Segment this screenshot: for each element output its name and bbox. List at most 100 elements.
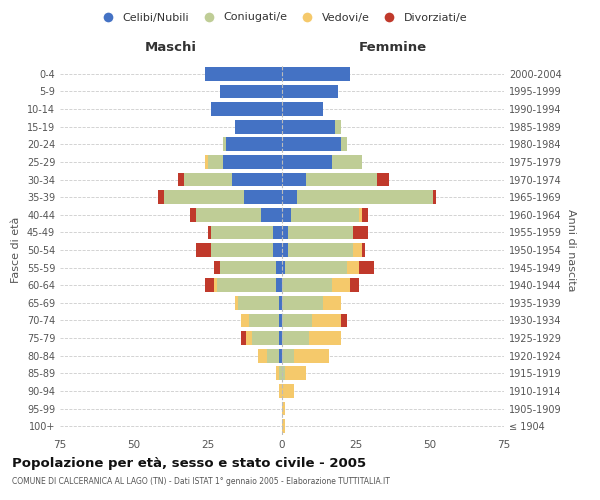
Bar bbox=[353, 243, 362, 257]
Bar bbox=[223, 138, 226, 151]
Bar bbox=[282, 120, 335, 134]
Bar bbox=[267, 349, 279, 362]
Bar bbox=[353, 226, 368, 239]
Bar bbox=[276, 366, 279, 380]
Bar bbox=[282, 384, 294, 398]
Bar bbox=[205, 155, 208, 169]
Bar bbox=[282, 155, 332, 169]
Bar bbox=[208, 155, 223, 169]
Bar bbox=[341, 314, 347, 328]
Bar bbox=[253, 331, 279, 345]
Text: Femmine: Femmine bbox=[359, 42, 427, 54]
Bar bbox=[282, 102, 323, 116]
Bar bbox=[282, 296, 323, 310]
Bar bbox=[282, 190, 297, 204]
Bar bbox=[223, 155, 282, 169]
Bar bbox=[164, 190, 244, 204]
Bar bbox=[244, 190, 282, 204]
Bar bbox=[211, 243, 273, 257]
Bar bbox=[211, 102, 282, 116]
Bar bbox=[238, 296, 279, 310]
Bar bbox=[294, 349, 329, 362]
Bar bbox=[276, 260, 282, 274]
Bar bbox=[279, 314, 282, 328]
Bar bbox=[282, 349, 294, 362]
Bar bbox=[285, 260, 347, 274]
Bar bbox=[282, 278, 332, 292]
Bar bbox=[178, 172, 184, 186]
Bar bbox=[332, 155, 362, 169]
Bar bbox=[279, 366, 282, 380]
Bar bbox=[362, 243, 365, 257]
Bar bbox=[184, 172, 232, 186]
Y-axis label: Fasce di età: Fasce di età bbox=[11, 217, 21, 283]
Bar bbox=[291, 208, 359, 222]
Bar bbox=[282, 331, 308, 345]
Bar bbox=[282, 366, 285, 380]
Bar bbox=[241, 331, 247, 345]
Bar bbox=[220, 84, 282, 98]
Bar bbox=[350, 278, 359, 292]
Y-axis label: Anni di nascita: Anni di nascita bbox=[566, 209, 575, 291]
Text: Popolazione per età, sesso e stato civile - 2005: Popolazione per età, sesso e stato civil… bbox=[12, 458, 366, 470]
Bar bbox=[235, 120, 282, 134]
Bar bbox=[282, 226, 288, 239]
Bar bbox=[282, 84, 338, 98]
Bar bbox=[285, 366, 305, 380]
Bar bbox=[250, 314, 279, 328]
Bar bbox=[241, 314, 250, 328]
Bar bbox=[220, 260, 276, 274]
Bar bbox=[297, 190, 433, 204]
Bar bbox=[276, 278, 282, 292]
Bar bbox=[359, 208, 362, 222]
Bar bbox=[214, 260, 220, 274]
Bar bbox=[311, 314, 341, 328]
Bar bbox=[362, 208, 368, 222]
Bar bbox=[282, 172, 305, 186]
Bar bbox=[217, 278, 276, 292]
Bar bbox=[282, 260, 285, 274]
Bar bbox=[205, 278, 214, 292]
Bar bbox=[235, 296, 238, 310]
Bar bbox=[282, 420, 285, 433]
Bar bbox=[341, 138, 347, 151]
Text: Maschi: Maschi bbox=[145, 42, 197, 54]
Bar bbox=[433, 190, 436, 204]
Bar bbox=[273, 243, 282, 257]
Bar bbox=[279, 331, 282, 345]
Bar bbox=[226, 138, 282, 151]
Bar bbox=[208, 226, 211, 239]
Bar bbox=[282, 243, 288, 257]
Bar bbox=[347, 260, 359, 274]
Bar bbox=[282, 208, 291, 222]
Bar bbox=[288, 243, 353, 257]
Bar bbox=[377, 172, 389, 186]
Bar bbox=[205, 67, 282, 80]
Bar bbox=[308, 331, 341, 345]
Legend: Celibi/Nubili, Coniugati/e, Vedovi/e, Divorziati/e: Celibi/Nubili, Coniugati/e, Vedovi/e, Di… bbox=[92, 8, 472, 27]
Bar bbox=[190, 208, 196, 222]
Bar bbox=[196, 208, 261, 222]
Bar bbox=[279, 296, 282, 310]
Bar bbox=[273, 226, 282, 239]
Bar bbox=[359, 260, 374, 274]
Bar bbox=[261, 208, 282, 222]
Text: COMUNE DI CALCERANICA AL LAGO (TN) - Dati ISTAT 1° gennaio 2005 - Elaborazione T: COMUNE DI CALCERANICA AL LAGO (TN) - Dat… bbox=[12, 478, 390, 486]
Bar bbox=[232, 172, 282, 186]
Bar bbox=[279, 384, 282, 398]
Bar bbox=[214, 278, 217, 292]
Bar bbox=[282, 67, 350, 80]
Bar bbox=[247, 331, 253, 345]
Bar bbox=[259, 349, 267, 362]
Bar bbox=[323, 296, 341, 310]
Bar bbox=[282, 314, 311, 328]
Bar bbox=[332, 278, 350, 292]
Bar bbox=[335, 120, 341, 134]
Bar bbox=[282, 138, 341, 151]
Bar bbox=[211, 226, 273, 239]
Bar bbox=[288, 226, 353, 239]
Bar bbox=[158, 190, 164, 204]
Bar bbox=[282, 402, 285, 415]
Bar bbox=[196, 243, 211, 257]
Bar bbox=[279, 349, 282, 362]
